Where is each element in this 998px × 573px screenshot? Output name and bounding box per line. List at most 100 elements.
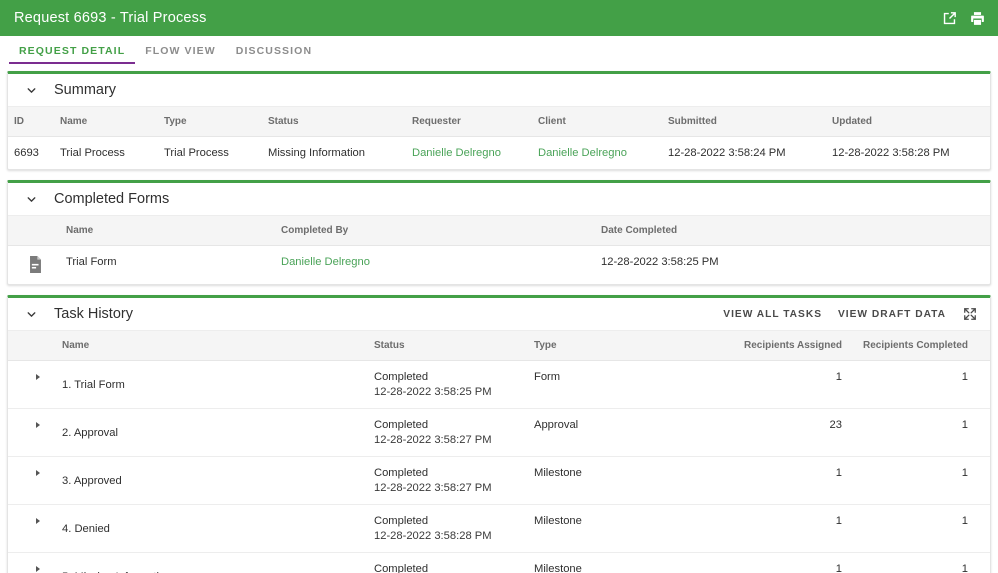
col-task-name: Name [56,330,368,361]
cell-id: 6693 [14,147,39,159]
tab-request-detail[interactable]: REQUEST DETAIL [9,45,136,64]
task-history-card: Task History VIEW ALL TASKS VIEW DRAFT D… [7,295,991,573]
app-header-actions [940,9,986,27]
cell-date-completed: 12-28-2022 3:58:25 PM [601,256,719,268]
col-updated: Updated [826,106,990,137]
expand-row-caret-icon[interactable] [36,374,40,381]
expand-row-caret-icon[interactable] [36,422,40,429]
table-row: 5. Missing Information Completed 12-28-2… [8,553,990,573]
cell-caret [8,360,56,409]
cell-task-status: Completed 12-28-2022 3:58:28 PM [368,504,528,553]
cell-requester-link[interactable]: Danielle Delregno [412,147,501,159]
col-name: Name [54,106,158,137]
status-text: Completed [374,515,429,527]
col-caret-spacer [8,330,56,361]
fullscreen-expand-icon[interactable] [962,306,978,322]
task-history-body: 1. Trial Form Completed 12-28-2022 3:58:… [8,360,990,573]
completed-forms-header-row: Name Completed By Date Completed [8,215,990,246]
status-timestamp: 12-28-2022 3:58:27 PM [374,434,492,446]
summary-title: Summary [54,82,117,98]
chevron-down-icon[interactable] [22,190,40,208]
cell-submitted: 12-28-2022 3:58:24 PM [668,147,786,159]
cell-recipients-completed: 1 [961,563,968,573]
expand-row-caret-icon[interactable] [36,518,40,525]
cell-form-name: Trial Form [66,256,117,268]
cell-recipients-completed: 1 [848,504,990,553]
cell-form-icon [8,246,60,285]
table-row: 2. Approval Completed 12-28-2022 3:58:27… [8,408,990,457]
completed-forms-card: Completed Forms Name Completed By Date C… [7,180,991,285]
task-history-actions: VIEW ALL TASKS VIEW DRAFT DATA [723,306,978,322]
table-row: 1. Trial Form Completed 12-28-2022 3:58:… [8,360,990,409]
cell-task-name: 2. Approval [56,408,368,457]
col-recipients-assigned: Recipients Assigned [728,330,848,361]
cell-completed-by-link[interactable]: Danielle Delregno [281,256,370,268]
cell-caret [8,504,56,553]
cell-caret [8,456,56,505]
cell-task-status: Completed 12-28-2022 3:58:28 PM [368,553,528,573]
page-body: Summary ID Name Type Status Requester Cl… [0,65,998,573]
cell-recipients-assigned: 1 [728,456,848,505]
document-icon [28,256,44,274]
tab-bar: REQUEST DETAIL FLOW VIEW DISCUSSION [0,36,998,65]
col-task-status: Status [368,330,528,361]
cell-task-type: Milestone [534,563,582,573]
cell-type: Trial Process [164,147,229,159]
open-in-new-icon[interactable] [940,9,958,27]
cell-client-link[interactable]: Danielle Delregno [538,147,627,159]
completed-forms-card-header: Completed Forms [8,183,990,215]
cell-name: Trial Process [60,147,125,159]
col-form-name: Name [60,215,275,246]
completed-forms-title: Completed Forms [54,191,170,207]
cell-updated: 12-28-2022 3:58:28 PM [832,147,950,159]
col-client: Client [532,106,662,137]
cell-caret [8,408,56,457]
page-title: Request 6693 - Trial Process [14,10,207,26]
cell-recipients-completed: 1 [848,456,990,505]
view-all-tasks-button[interactable]: VIEW ALL TASKS [723,308,822,320]
task-history-table: Name Status Type Recipients Assigned Rec… [8,330,990,573]
cell-task-name: 5. Missing Information [56,553,368,573]
cell-recipients-assigned: 1 [728,504,848,553]
cell-task-status: Completed 12-28-2022 3:58:25 PM [368,360,528,409]
tab-flow-view[interactable]: FLOW VIEW [145,45,216,57]
col-date-completed: Date Completed [595,215,990,246]
col-icon-spacer [8,215,60,246]
cell-task-type: Milestone [528,456,728,505]
cell-recipients-completed: 1 [848,360,990,409]
cell-task-name: 1. Trial Form [56,360,368,409]
chevron-down-icon[interactable] [22,305,40,323]
task-history-card-header: Task History VIEW ALL TASKS VIEW DRAFT D… [8,298,990,330]
cell-task-type: Approval [528,408,728,457]
view-draft-data-button[interactable]: VIEW DRAFT DATA [838,308,946,320]
col-status: Status [262,106,406,137]
expand-row-caret-icon[interactable] [36,470,40,477]
completed-forms-table: Name Completed By Date Completed [8,215,990,284]
cell-recipients-assigned: 1 [835,563,842,573]
table-row: 3. Approved Completed 12-28-2022 3:58:27… [8,456,990,505]
col-requester: Requester [406,106,532,137]
status-timestamp: 12-28-2022 3:58:27 PM [374,482,492,494]
cell-caret [8,553,56,573]
col-type: Type [158,106,262,137]
cell-status: Missing Information [268,147,365,159]
expand-row-caret-icon[interactable] [36,566,40,573]
cell-task-type: Milestone [528,504,728,553]
cell-task-type: Form [528,360,728,409]
cell-task-name: 4. Denied [56,504,368,553]
status-text: Completed [374,563,429,573]
table-row: Trial Form Danielle Delregno 12-28-2022 … [8,246,990,285]
col-task-type: Type [528,330,728,361]
table-row: 4. Denied Completed 12-28-2022 3:58:28 P… [8,504,990,553]
summary-table: ID Name Type Status Requester Client Sub… [8,106,990,169]
tab-discussion[interactable]: DISCUSSION [235,45,313,57]
cell-task-status: Completed 12-28-2022 3:58:27 PM [368,456,528,505]
col-recipients-completed: Recipients Completed [848,330,990,361]
chevron-down-icon[interactable] [22,81,40,99]
table-row: 6693 Trial Process Trial Process Missing… [8,137,990,170]
print-icon[interactable] [968,9,986,27]
summary-card-header: Summary [8,74,990,106]
task-history-header-row: Name Status Type Recipients Assigned Rec… [8,330,990,361]
cell-recipients-assigned: 1 [728,360,848,409]
col-id: ID [8,106,54,137]
